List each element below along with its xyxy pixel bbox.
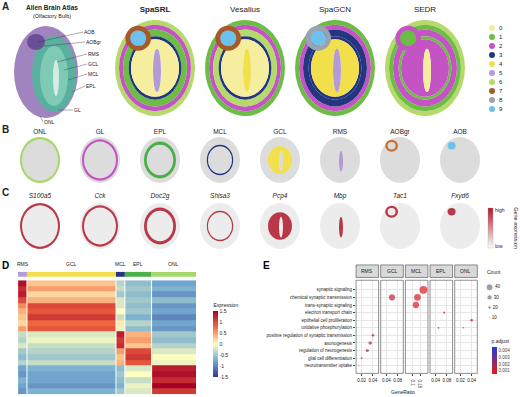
svg-text:positive regulation of synapti: positive regulation of synaptic transmis…: [267, 333, 353, 338]
svg-text:EPL: EPL: [154, 128, 167, 135]
svg-text:1: 1: [499, 34, 503, 40]
svg-text:RMS: RMS: [333, 128, 348, 135]
svg-text:6: 6: [499, 79, 503, 85]
svg-text:0.04: 0.04: [467, 378, 476, 383]
svg-text:B: B: [2, 124, 9, 135]
svg-text:regulation of neurogenesis: regulation of neurogenesis: [299, 348, 353, 353]
svg-text:Tac1: Tac1: [393, 192, 407, 199]
svg-text:GeneRatio: GeneRatio: [391, 389, 415, 395]
svg-text:MCL: MCL: [411, 268, 422, 274]
svg-text:Gene expression: Gene expression: [513, 207, 519, 249]
svg-text:7: 7: [499, 88, 503, 94]
svg-text:AOB: AOB: [453, 128, 467, 135]
svg-text:EPL: EPL: [436, 268, 446, 274]
svg-text:epithelial cell proliferation: epithelial cell proliferation: [302, 318, 353, 323]
svg-text:AOB: AOB: [84, 29, 95, 35]
svg-text:-1.5: -1.5: [220, 374, 229, 380]
svg-text:0: 0: [499, 25, 503, 31]
svg-text:3: 3: [499, 52, 503, 58]
svg-text:GCL: GCL: [387, 268, 398, 274]
svg-text:RMS: RMS: [17, 261, 29, 267]
svg-text:EPL: EPL: [86, 83, 96, 89]
svg-text:1: 1: [220, 319, 223, 325]
svg-text:Fxyd6: Fxyd6: [451, 192, 469, 200]
svg-text:10: 10: [492, 315, 498, 320]
svg-text:20: 20: [493, 305, 499, 310]
svg-text:2: 2: [499, 43, 503, 49]
svg-text:trans-synaptic signaling: trans-synaptic signaling: [305, 303, 353, 308]
svg-text:p.adjust: p.adjust: [492, 338, 510, 344]
svg-text:0: 0: [220, 341, 223, 347]
svg-text:ONL: ONL: [44, 119, 55, 125]
svg-text:0.15: 0.15: [417, 380, 422, 389]
svg-text:ONL: ONL: [460, 268, 471, 274]
svg-text:5: 5: [499, 70, 503, 76]
svg-text:SpaSRL: SpaSRL: [140, 5, 171, 14]
svg-text:-0.5: -0.5: [220, 352, 229, 358]
svg-text:high: high: [495, 207, 505, 213]
svg-text:0.04: 0.04: [431, 378, 440, 383]
svg-text:GCL: GCL: [66, 261, 77, 267]
svg-text:GCL: GCL: [273, 128, 287, 135]
svg-text:(Olfactory Bulb): (Olfactory Bulb): [33, 13, 71, 19]
svg-text:Doc2g: Doc2g: [151, 192, 170, 200]
svg-text:0.001: 0.001: [498, 368, 510, 373]
svg-text:0.08: 0.08: [443, 378, 452, 383]
svg-text:SpaGCN: SpaGCN: [319, 5, 351, 14]
svg-text:MCL: MCL: [88, 71, 99, 77]
svg-text:0.04: 0.04: [382, 378, 391, 383]
svg-text:0.5: 0.5: [220, 330, 227, 336]
svg-text:30: 30: [494, 295, 500, 300]
svg-text:SEDR: SEDR: [414, 5, 436, 14]
svg-text:GL: GL: [96, 128, 105, 135]
svg-text:S100a5: S100a5: [29, 192, 52, 199]
svg-text:0.1: 0.1: [410, 380, 415, 387]
svg-text:glial cell differentiation: glial cell differentiation: [308, 356, 353, 361]
svg-text:4: 4: [499, 61, 503, 67]
svg-text:A: A: [2, 1, 9, 12]
svg-text:8: 8: [499, 97, 503, 103]
svg-text:0.02: 0.02: [357, 378, 366, 383]
svg-text:0.002: 0.002: [498, 362, 510, 367]
svg-text:GCL: GCL: [88, 61, 99, 67]
svg-text:0.02: 0.02: [456, 378, 465, 383]
svg-text:AOBgr: AOBgr: [390, 128, 410, 136]
svg-text:Pcp4: Pcp4: [273, 192, 288, 200]
svg-text:ONL: ONL: [168, 261, 179, 267]
svg-text:Count: Count: [487, 269, 501, 275]
svg-text:electron transport chain: electron transport chain: [305, 310, 353, 315]
svg-text:0.04: 0.04: [369, 378, 378, 383]
svg-text:chemical synaptic transmission: chemical synaptic transmission: [290, 295, 353, 300]
svg-text:MCL: MCL: [115, 261, 126, 267]
svg-text:40: 40: [495, 284, 501, 289]
svg-text:9: 9: [499, 106, 503, 112]
svg-text:1.5: 1.5: [220, 308, 227, 314]
svg-text:ONL: ONL: [33, 128, 47, 135]
svg-text:C: C: [2, 187, 9, 198]
svg-text:synaptic signaling: synaptic signaling: [317, 287, 353, 292]
svg-text:AOBgr: AOBgr: [86, 39, 101, 45]
svg-text:RMS: RMS: [88, 51, 100, 57]
svg-text:-1: -1: [220, 363, 225, 369]
svg-text:axonogenesis: axonogenesis: [324, 341, 353, 346]
svg-text:MCL: MCL: [213, 128, 227, 135]
svg-text:D: D: [2, 260, 9, 271]
svg-text:Expression: Expression: [213, 302, 238, 308]
svg-text:E: E: [263, 260, 270, 271]
svg-text:Vesalius: Vesalius: [230, 5, 260, 14]
svg-text:Shisa3: Shisa3: [210, 192, 230, 199]
svg-text:RMS: RMS: [361, 268, 373, 274]
svg-text:Cck: Cck: [94, 192, 106, 199]
svg-text:0.003: 0.003: [498, 355, 510, 360]
svg-text:Allen Brain Atlas: Allen Brain Atlas: [26, 4, 78, 11]
svg-text:neurotransmitter uptake: neurotransmitter uptake: [305, 363, 353, 368]
svg-text:EPL: EPL: [133, 261, 143, 267]
svg-text:low: low: [495, 243, 503, 249]
svg-text:0.004: 0.004: [498, 348, 510, 353]
svg-text:oxidative phosphorylation: oxidative phosphorylation: [301, 325, 352, 330]
svg-text:Mbp: Mbp: [334, 192, 347, 200]
svg-text:0.08: 0.08: [393, 378, 402, 383]
svg-text:GL: GL: [74, 107, 81, 113]
